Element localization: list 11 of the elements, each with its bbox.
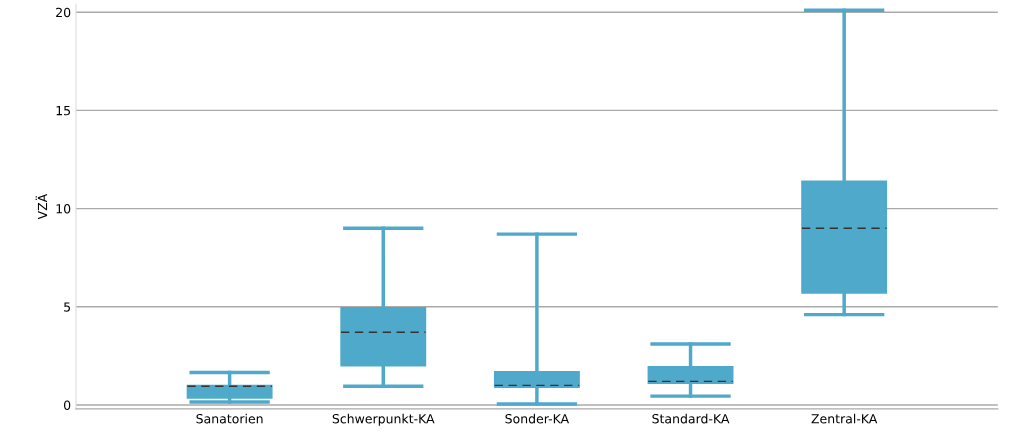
x-tick-label: Sanatorien [196, 413, 263, 424]
y-tick-label: 20 [56, 7, 71, 18]
x-tick-label: Zentral-KA [811, 413, 878, 424]
x-tick-label: Sonder-KA [505, 413, 570, 424]
y-tick-label: 0 [63, 400, 71, 410]
x-tick-label: Standard-KA [652, 413, 730, 424]
y-tick-label: 5 [64, 302, 71, 312]
y-tick-label: 10 [56, 204, 71, 214]
y-axis-title: VZÄ [35, 193, 48, 220]
y-tick-label: 15 [56, 106, 71, 116]
x-tick-label: Schwerpunkt-KA [332, 413, 435, 426]
